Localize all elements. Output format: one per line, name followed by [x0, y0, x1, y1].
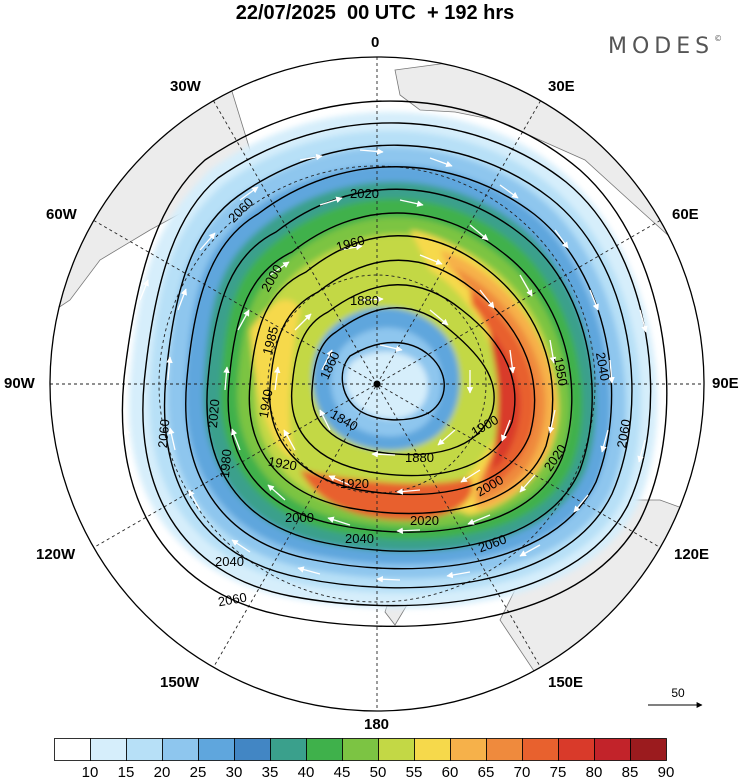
contour-label: 2060 [614, 418, 634, 449]
colorbar-tick-label: 60 [441, 764, 459, 781]
colorbar-bin [126, 738, 163, 761]
colorbar-tick-label: 40 [297, 764, 315, 781]
valid-time: 00 UTC [346, 2, 416, 24]
contour-label: 1920 [340, 476, 369, 491]
colorbar-tick-label: 85 [621, 764, 639, 781]
lon-label-60e: 60E [672, 206, 699, 223]
colorbar-tick-label: 25 [189, 764, 207, 781]
colorbar-bin [162, 738, 199, 761]
map-border [49, 56, 705, 712]
colorbar-tick-label: 35 [261, 764, 279, 781]
colorbar-bin [558, 738, 595, 761]
colorbar-bin [342, 738, 379, 761]
lon-label-150e: 150E [548, 674, 584, 691]
lon-label-150w: 150W [160, 674, 200, 691]
colorbar-bin [234, 738, 271, 761]
contour-label: 2020 [350, 186, 379, 201]
colorbar-bin [630, 738, 667, 761]
colorbar-bin [594, 738, 631, 761]
lon-label-90e: 90E [712, 375, 739, 392]
south-pole-marker [373, 380, 381, 388]
contour-label: 2060 [217, 590, 248, 610]
height-contours [121, 100, 668, 628]
lon-label-60w: 60W [46, 206, 77, 223]
contour-label: 2040 [593, 351, 613, 382]
colorbar-tick-label: 90 [657, 764, 675, 781]
colorbar-bin [486, 738, 523, 761]
contour-label: 2020 [205, 399, 222, 429]
contour-label: 2040 [345, 531, 374, 546]
contour-label: 1950 [551, 356, 571, 387]
colorbar-tick-label: 80 [585, 764, 603, 781]
lon-label-0: 0 [371, 34, 380, 51]
chart-title: 22/07/2025 00 UTC + 192 hrs [0, 2, 750, 25]
contour-label: 1960 [334, 232, 366, 254]
contour-label: 1880 [350, 293, 379, 308]
lon-label-180: 180 [364, 716, 390, 733]
colorbar-tick-label: 50 [369, 764, 387, 781]
colorbar-tick-label: 10 [81, 764, 99, 781]
colorbar-bin [378, 738, 415, 761]
colorbar-bin [270, 738, 307, 761]
colorbar-tick-label: 65 [477, 764, 495, 781]
wind-vectors [123, 148, 648, 583]
colorbar-tick-label: 30 [225, 764, 243, 781]
lon-label-120e: 120E [674, 546, 710, 563]
colorbar-bin [522, 738, 559, 761]
contour-label: 1940 [256, 388, 276, 419]
colorbar-bin [414, 738, 451, 761]
contour-label: 2040 [215, 554, 244, 569]
contour-label: 1985 [259, 325, 281, 357]
colorbar-bin [90, 738, 127, 761]
contour-label: 1980 [217, 449, 234, 479]
lon-label-90w: 90W [4, 375, 35, 392]
contour-label: 2020 [410, 513, 439, 528]
brand-logo: MODES© [608, 34, 723, 59]
contour-label: 2060 [155, 419, 172, 449]
colorbar-bin [198, 738, 235, 761]
lead-time: + 192 hrs [426, 2, 515, 24]
colorbar-tick-label: 55 [405, 764, 423, 781]
colorbar-bin [54, 738, 91, 761]
contour-label: 1920 [267, 454, 298, 474]
colorbar-bin [306, 738, 343, 761]
colorbar-tick-label: 15 [117, 764, 135, 781]
wind-speed-shading [128, 111, 658, 609]
colorbar-bin [450, 738, 487, 761]
colorbar [54, 738, 667, 761]
lon-label-30e: 30E [548, 78, 575, 95]
colorbar-tick-label: 70 [513, 764, 531, 781]
colorbar-tick-label: 20 [153, 764, 171, 781]
colorbar-tick-label: 45 [333, 764, 351, 781]
date: 22/07/2025 [235, 2, 336, 24]
lon-label-30w: 30W [170, 78, 201, 95]
contour-label: 1880 [405, 450, 434, 465]
reference-vector-label: 50 [671, 686, 685, 700]
colorbar-tick-label: 75 [549, 764, 567, 781]
contour-label: 2000 [285, 510, 314, 525]
lon-label-120w: 120W [36, 546, 76, 563]
